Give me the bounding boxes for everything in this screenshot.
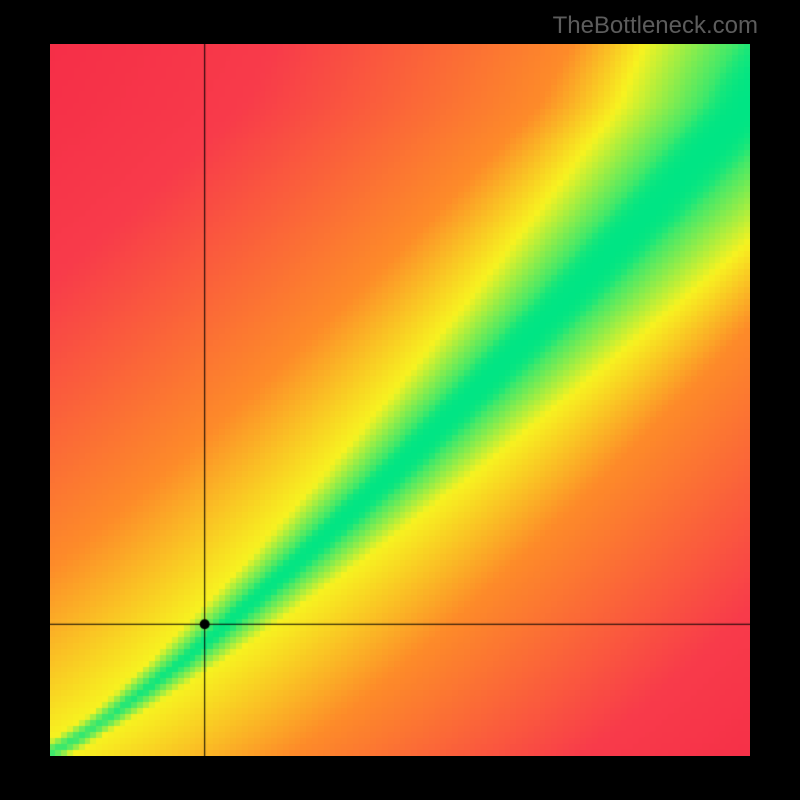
bottleneck-heatmap: [50, 44, 750, 756]
watermark-text: TheBottleneck.com: [553, 12, 758, 40]
chart-frame: [50, 44, 750, 756]
